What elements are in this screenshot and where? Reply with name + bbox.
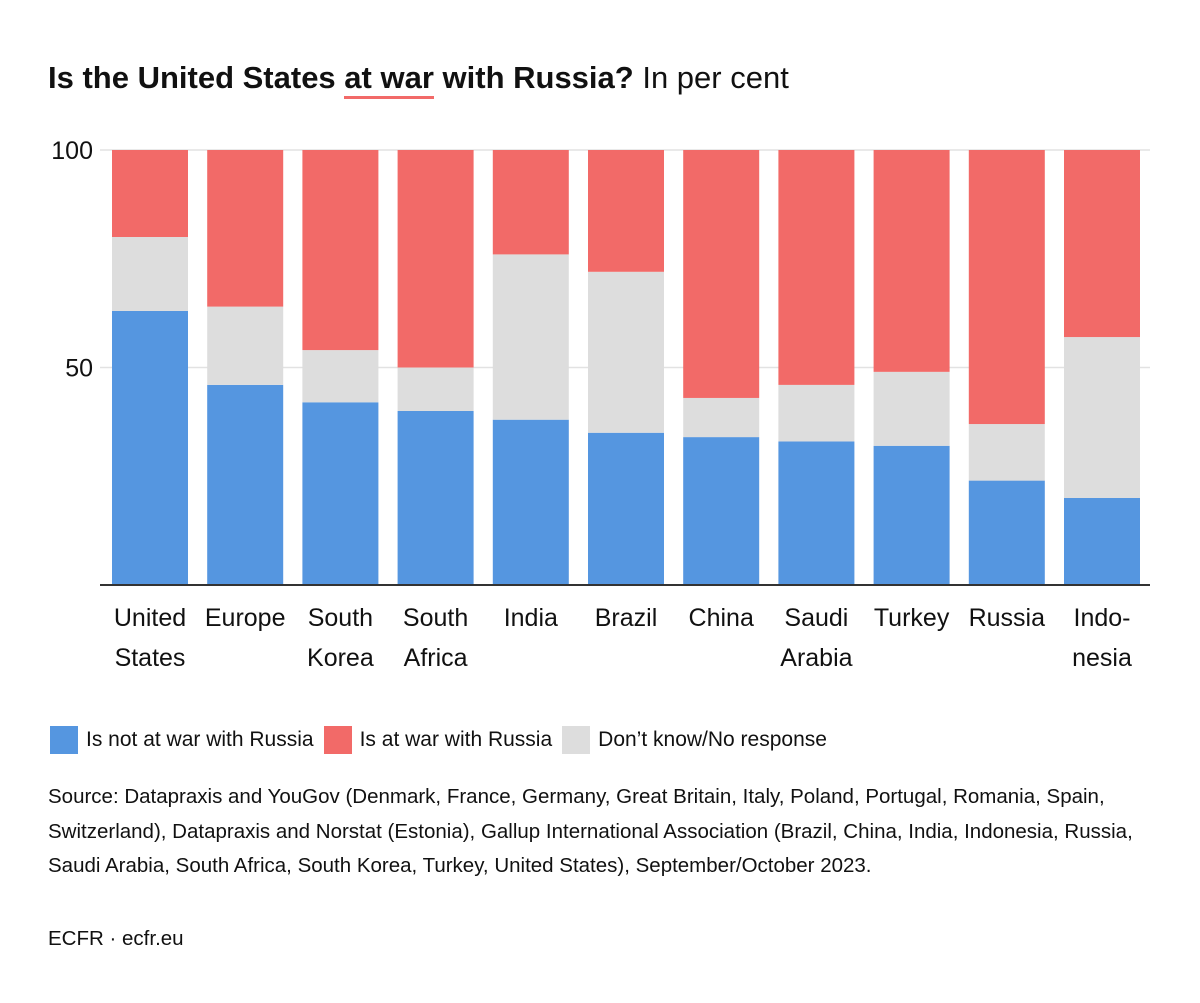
chart-title: Is the United States at war with Russia?… (48, 56, 789, 100)
x-tick-label-0-1: States (115, 644, 186, 672)
bar-1-2 (302, 350, 379, 403)
x-tick-label-1-0: Europe (205, 604, 286, 632)
bar-2-7 (778, 150, 855, 385)
x-tick-label-0-0: United (114, 604, 186, 632)
bar-0-5 (588, 432, 664, 585)
stacked-bar-chart: 50 100 United States Europe South Korea South Af… (51, 137, 1150, 672)
x-tick-label-10-0: Indo- (1074, 604, 1131, 632)
bar-0-6 (683, 437, 760, 585)
bar-1-4 (492, 254, 569, 420)
bar-0-0 (112, 310, 188, 585)
bar-2-2 (302, 150, 379, 351)
bar-2-8 (873, 150, 950, 372)
legend-swatch-at-war (323, 726, 352, 754)
legend-item-dont-know: Don’t know/No response (562, 726, 827, 754)
bar-0-8 (873, 445, 950, 585)
x-tick-label-2-1: Korea (307, 644, 374, 672)
x-tick-label-7-0: Saudi (784, 604, 848, 632)
bar-2-3 (397, 150, 474, 368)
bar-1-0 (112, 237, 188, 311)
bar-2-5 (588, 150, 664, 272)
bar-1-10 (1064, 337, 1140, 498)
chart-subtitle: In per cent (633, 60, 789, 95)
bar-2-1 (207, 150, 284, 307)
x-tick-label-4-0: India (504, 604, 558, 632)
bar-1-5 (588, 271, 664, 433)
bar-0-3 (397, 411, 474, 585)
legend: Is not at war with Russia Is at war with… (50, 726, 837, 754)
bar-0-1 (207, 384, 284, 585)
bar-0-4 (492, 419, 569, 585)
bar-1-7 (778, 384, 855, 442)
source-note: Source: Datapraxis and YouGov (Denmark, … (48, 785, 1133, 877)
x-tick-label-6-0: China (689, 604, 754, 632)
legend-item-at-war: Is at war with Russia (323, 726, 553, 754)
bar-2-10 (1064, 150, 1140, 338)
y-tick-label-100: 100 (51, 137, 93, 165)
x-tick-label-3-1: Africa (404, 644, 468, 672)
x-tick-label-10-1: nesia (1072, 644, 1132, 672)
bar-1-1 (207, 306, 284, 385)
bar-2-9 (968, 150, 1045, 425)
x-tick-label-9-0: Russia (969, 604, 1046, 632)
bar-0-10 (1064, 498, 1140, 585)
bar-2-0 (112, 150, 188, 237)
legend-label-at-war: Is at war with Russia (359, 728, 553, 751)
x-tick-label-2-0: South (308, 604, 373, 632)
y-tick-label-50: 50 (65, 355, 93, 383)
credit-line: ECFR · ecfr.eu (48, 927, 184, 950)
bar-1-3 (397, 367, 474, 411)
x-tick-label-8-0: Turkey (874, 604, 950, 632)
legend-swatch-not-at-war (50, 726, 78, 754)
legend-item-not-at-war: Is not at war with Russia (50, 726, 314, 754)
bar-2-4 (492, 150, 569, 255)
x-tick-label-5-0: Brazil (595, 604, 658, 632)
bar-0-7 (778, 441, 855, 585)
title-part-1: Is the United States (48, 60, 345, 95)
x-tick-label-3-0: South (403, 604, 468, 632)
bar-1-6 (683, 397, 760, 438)
bar-1-8 (873, 371, 950, 446)
x-tick-label-7-1: Arabia (780, 644, 852, 672)
bar-0-9 (968, 480, 1045, 585)
bar-2-6 (683, 150, 760, 398)
legend-swatch-dont-know (562, 726, 591, 754)
bar-1-9 (968, 424, 1045, 481)
title-highlight: at war (344, 56, 434, 100)
legend-label-not-at-war: Is not at war with Russia (86, 728, 314, 751)
title-part-2: with Russia? (433, 60, 634, 95)
legend-label-dont-know: Don’t know/No response (598, 728, 827, 751)
bar-0-2 (302, 402, 379, 585)
